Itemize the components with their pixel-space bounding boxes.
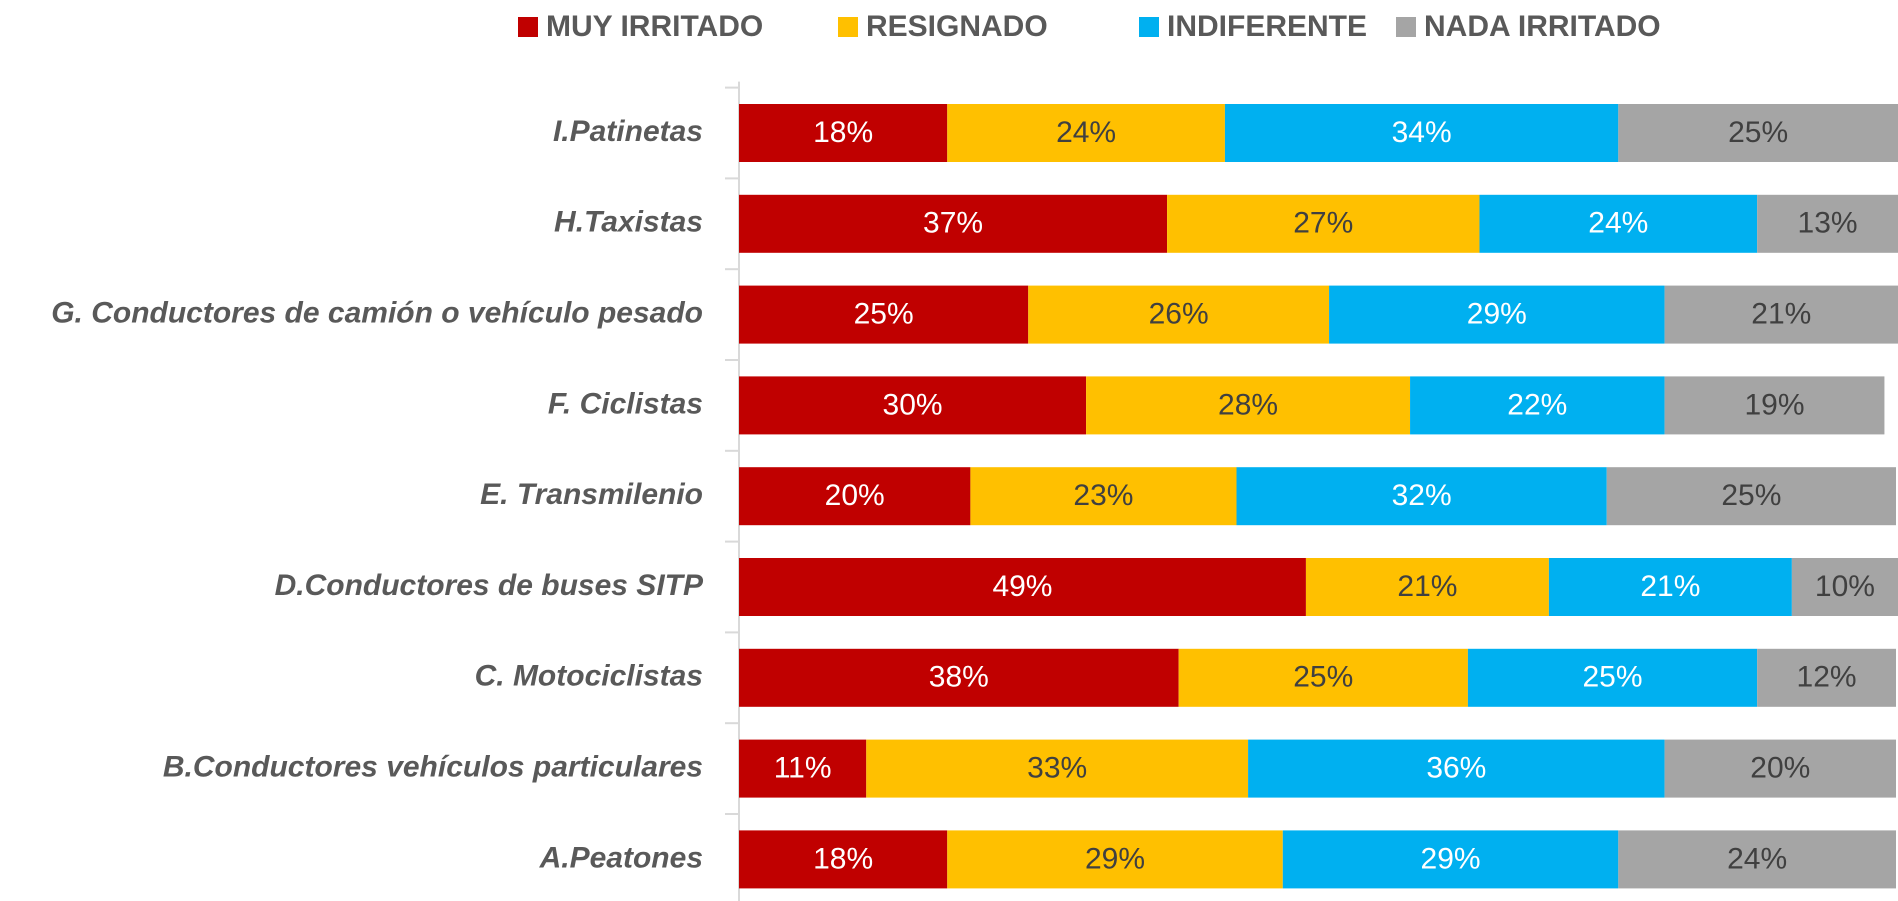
bar-segment <box>1618 104 1898 162</box>
value-label: 24% <box>1588 207 1648 240</box>
legend-swatch <box>518 17 538 37</box>
legend-label: MUY IRRITADO <box>546 10 763 43</box>
value-label: 38% <box>929 661 989 694</box>
value-label: 25% <box>1721 479 1781 512</box>
value-label: 29% <box>1467 298 1527 331</box>
bar-segment <box>1757 194 1898 253</box>
legend-swatch <box>1139 17 1159 37</box>
bar-segment <box>739 104 948 162</box>
bar-segment <box>739 285 1029 344</box>
bar-segment <box>866 739 1249 798</box>
bar-segment <box>739 739 867 798</box>
bar-segment <box>1467 648 1758 707</box>
value-label: 24% <box>1727 842 1787 875</box>
bar-segment <box>1479 194 1758 253</box>
value-label: 10% <box>1815 570 1875 603</box>
bar-segment <box>947 104 1225 162</box>
value-label: 25% <box>1583 661 1643 694</box>
bar-segment <box>1606 467 1896 526</box>
legend-swatch <box>838 17 858 37</box>
category-label: F. Ciclistas <box>548 387 703 420</box>
value-label: 11% <box>774 752 832 785</box>
value-label: 29% <box>1085 842 1145 875</box>
category-label: H.Taxistas <box>554 206 703 239</box>
bar-segment <box>1664 285 1898 344</box>
value-label: 33% <box>1027 752 1087 785</box>
value-label: 18% <box>813 116 873 149</box>
bar-segment <box>1167 194 1480 253</box>
bar-segment <box>1664 739 1896 798</box>
bar-segment <box>1224 104 1619 162</box>
bar-segment <box>739 467 971 526</box>
bar-segment <box>947 830 1283 889</box>
bar-segment <box>739 558 1306 616</box>
category-label: E. Transmilenio <box>480 478 703 511</box>
value-label: 24% <box>1056 116 1116 149</box>
bar-segment <box>1305 558 1549 616</box>
bar-segment <box>1248 739 1665 798</box>
category-label: I.Patinetas <box>553 115 703 148</box>
value-label: 20% <box>1750 752 1810 785</box>
category-label: A.Peatones <box>539 841 703 874</box>
value-label: 22% <box>1507 388 1567 421</box>
value-label: 30% <box>883 388 943 421</box>
value-label: 28% <box>1218 388 1278 421</box>
bar-segment <box>739 648 1179 707</box>
value-label: 32% <box>1392 479 1452 512</box>
bar-segment <box>1548 558 1792 616</box>
value-label: 49% <box>992 570 1052 603</box>
bar-segment <box>1028 285 1330 344</box>
bar-segment <box>739 376 1087 435</box>
value-label: 23% <box>1073 479 1133 512</box>
value-label: 12% <box>1797 661 1857 694</box>
value-label: 19% <box>1744 388 1804 421</box>
bar-segment <box>1618 830 1896 889</box>
value-label: 29% <box>1421 842 1481 875</box>
value-label: 21% <box>1751 298 1811 331</box>
value-label: 21% <box>1640 570 1700 603</box>
value-label: 25% <box>1293 661 1353 694</box>
legend-label: NADA IRRITADO <box>1424 10 1661 43</box>
bar-segment <box>1410 376 1665 435</box>
value-label: 36% <box>1426 752 1486 785</box>
category-label: C. Motociclistas <box>475 660 703 693</box>
category-label: D.Conductores de buses SITP <box>275 569 704 602</box>
value-label: 20% <box>825 479 885 512</box>
value-label: 27% <box>1293 207 1353 240</box>
value-label: 21% <box>1397 570 1457 603</box>
legend-swatch <box>1396 17 1416 37</box>
value-label: 25% <box>854 298 914 331</box>
bar-segment <box>1086 376 1411 435</box>
bar-segment <box>1757 648 1896 707</box>
value-label: 34% <box>1392 116 1452 149</box>
category-label: G. Conductores de camión o vehículo pesa… <box>51 297 703 330</box>
value-label: 26% <box>1149 298 1209 331</box>
bar-segment <box>739 194 1168 253</box>
bar-segment <box>739 830 948 889</box>
bar-segment <box>1329 285 1665 344</box>
bar-segment <box>1178 648 1468 707</box>
value-label: 25% <box>1728 116 1788 149</box>
value-label: 13% <box>1798 207 1858 240</box>
bar-segment <box>1791 558 1898 616</box>
legend-label: RESIGNADO <box>866 10 1048 43</box>
bar-segment <box>970 467 1237 526</box>
bar-segment <box>1236 467 1607 526</box>
value-label: 18% <box>813 842 873 875</box>
bar-segment <box>1664 376 1885 435</box>
bar-segment <box>1282 830 1619 889</box>
value-label: 37% <box>923 207 983 240</box>
legend-label: INDIFERENTE <box>1167 10 1367 43</box>
category-label: B.Conductores vehículos particulares <box>163 751 703 784</box>
